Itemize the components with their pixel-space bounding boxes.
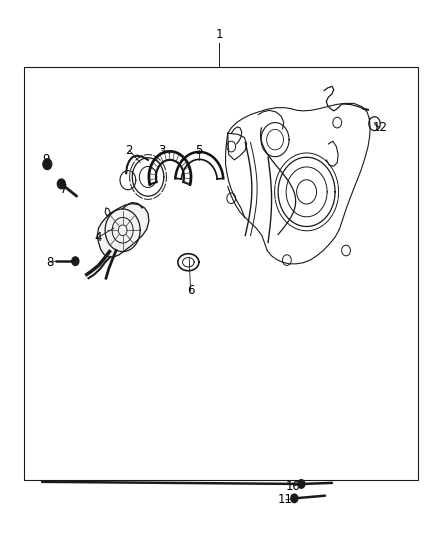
- Text: 1: 1: [215, 28, 223, 41]
- Text: 12: 12: [373, 122, 388, 134]
- Text: 11: 11: [278, 494, 293, 506]
- Circle shape: [43, 159, 52, 169]
- Polygon shape: [97, 204, 149, 257]
- Text: 4: 4: [95, 231, 102, 244]
- Circle shape: [291, 494, 298, 503]
- Text: 9: 9: [42, 154, 50, 166]
- Circle shape: [57, 179, 65, 189]
- Text: 7: 7: [60, 183, 67, 196]
- Text: 2: 2: [125, 144, 133, 157]
- Text: 8: 8: [47, 256, 54, 269]
- Circle shape: [298, 480, 305, 488]
- Circle shape: [72, 257, 79, 265]
- Text: 5: 5: [196, 144, 203, 157]
- Text: 10: 10: [286, 480, 301, 492]
- Bar: [24, 67, 418, 480]
- Text: 6: 6: [187, 284, 194, 297]
- Text: 3: 3: [159, 144, 166, 157]
